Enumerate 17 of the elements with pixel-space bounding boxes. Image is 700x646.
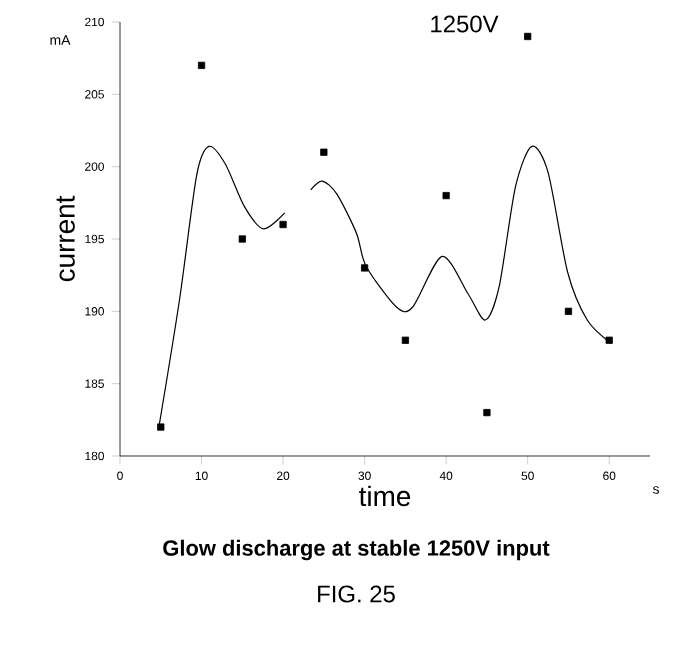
text: Glow discharge at stable 1250V input bbox=[163, 539, 550, 561]
point bbox=[401, 336, 409, 344]
point bbox=[197, 61, 206, 69]
point bbox=[442, 192, 450, 200]
y-axis-title: current bbox=[56, 195, 75, 282]
point bbox=[483, 409, 491, 417]
point bbox=[157, 423, 165, 431]
point bbox=[564, 307, 573, 315]
point bbox=[524, 32, 532, 41]
annotation: 1250V bbox=[431, 15, 499, 33]
caption: FIG. 25 bbox=[318, 585, 395, 603]
point bbox=[320, 148, 328, 156]
point bbox=[605, 336, 613, 344]
point bbox=[279, 220, 287, 229]
x-axis-title: time bbox=[359, 485, 411, 507]
point bbox=[238, 235, 246, 243]
point bbox=[361, 264, 369, 272]
